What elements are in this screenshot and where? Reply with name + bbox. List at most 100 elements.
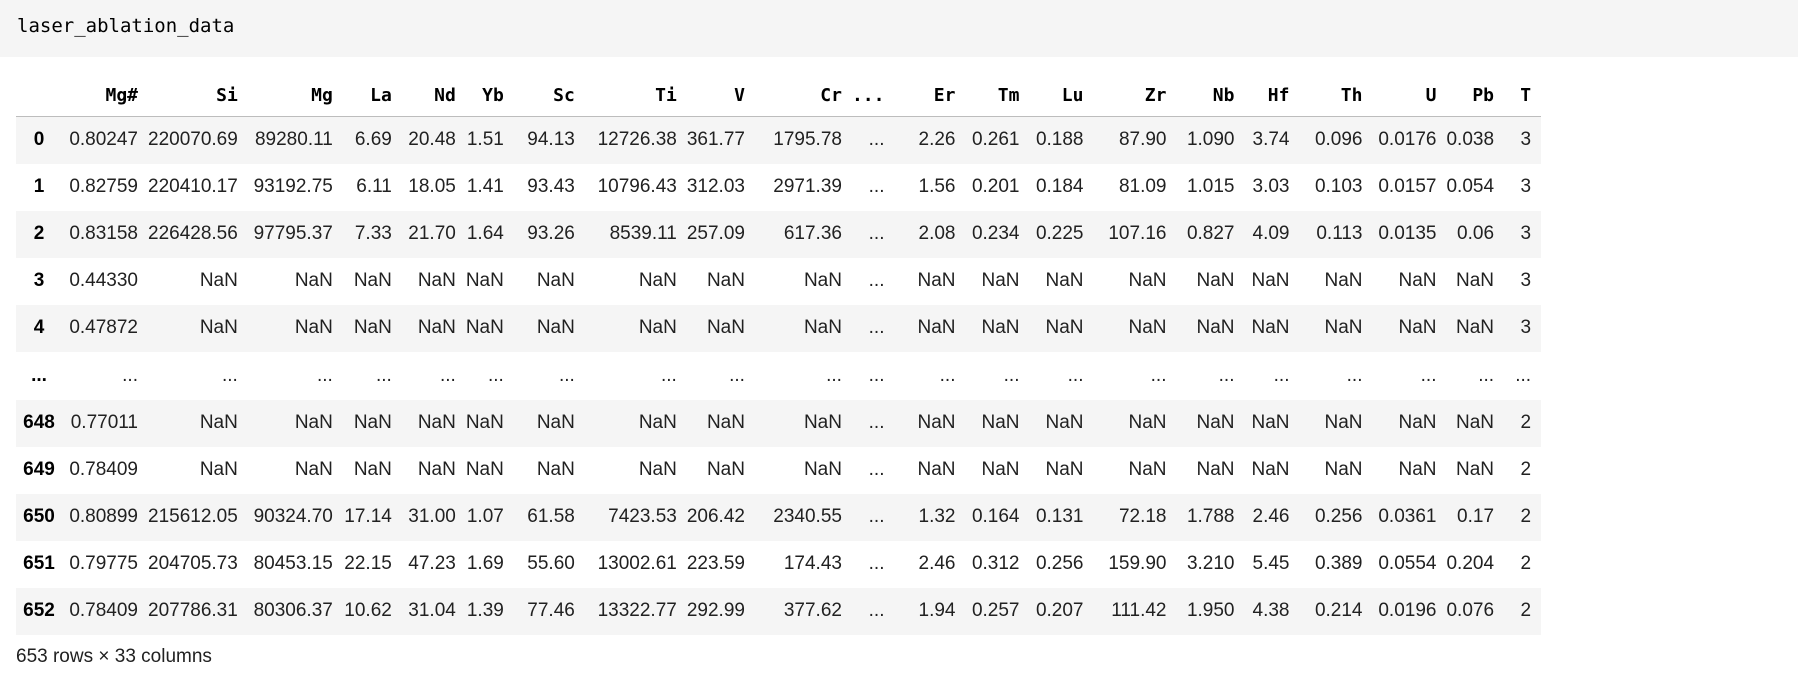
- table-row: 652 0.78409 207786.31 80306.37 10.62 31.04 1.3…: [16, 587, 1542, 635]
- table-cell: 3: [1520, 317, 1532, 338]
- table-cell: 0.256: [1314, 506, 1363, 527]
- table-cell: 0.038: [1446, 129, 1495, 151]
- table-cell: 61.58: [527, 506, 575, 527]
- table-cell: 18.05: [408, 176, 456, 197]
- table-cell: 1.39: [466, 600, 504, 621]
- table-cell: 3: [1520, 223, 1532, 244]
- table-cell: 0.257: [971, 600, 1020, 621]
- table-cell: ...: [868, 270, 885, 291]
- table-cell: ...: [1150, 364, 1167, 386]
- table-cell: 215612.05: [148, 506, 238, 527]
- table-cell: ...: [1003, 364, 1020, 386]
- table-cell: NaN: [536, 270, 575, 291]
- table-cell: 12726.38: [597, 129, 677, 151]
- row-index: 650: [23, 506, 55, 527]
- column-header: Tm: [965, 74, 1030, 117]
- table-cell: ...: [729, 364, 745, 386]
- table-cell: 0.80247: [69, 129, 138, 151]
- table-cell: 10796.43: [597, 176, 677, 197]
- table-cell: 22.15: [344, 553, 392, 574]
- code-cell[interactable]: laser_ablation_data: [0, 0, 1798, 57]
- table-cell: NaN: [638, 317, 677, 338]
- column-header: Sc: [513, 74, 585, 117]
- table-cell: ...: [661, 364, 677, 386]
- table-cell: ...: [122, 364, 138, 386]
- table-cell: 0.78409: [69, 459, 138, 480]
- table-cell: 0.77011: [70, 412, 138, 433]
- table-cell: NaN: [294, 270, 333, 291]
- table-cell: 94.13: [527, 129, 575, 151]
- table-cell: NaN: [706, 412, 745, 433]
- table-cell: 2971.39: [773, 176, 842, 197]
- column-header: La: [342, 74, 402, 117]
- table-cell: NaN: [1324, 459, 1363, 480]
- table-cell: NaN: [1456, 270, 1495, 291]
- table-cell: ...: [375, 364, 392, 386]
- table-cell: NaN: [1196, 317, 1235, 338]
- table-cell: NaN: [803, 270, 842, 291]
- table-cell: NaN: [803, 459, 842, 480]
- table-cell: NaN: [917, 317, 956, 338]
- table-cell: 77.46: [527, 600, 575, 621]
- table-cell: NaN: [981, 459, 1020, 480]
- table-cell: 0.261: [971, 129, 1020, 151]
- table-cell: NaN: [353, 270, 392, 291]
- table-cell: ...: [826, 364, 842, 386]
- table-cell: NaN: [199, 412, 238, 433]
- table-cell: 89280.11: [254, 129, 333, 151]
- table-cell: NaN: [465, 317, 504, 338]
- table-cell: 81.09: [1118, 176, 1167, 197]
- table-cell: NaN: [706, 459, 745, 480]
- table-cell: 0.225: [1035, 223, 1084, 244]
- table-row: 4 0.47872 NaN NaN NaN NaN NaN NaN NaN NaN NaN... Na…: [16, 304, 1542, 352]
- table-cell: ...: [488, 364, 504, 386]
- table-cell: 377.62: [783, 600, 842, 621]
- table-row: 1 0.82759 220410.17 93192.75 6.11 18.05 1.41 93…: [16, 163, 1542, 211]
- table-cell: NaN: [706, 317, 745, 338]
- row-index: 652: [23, 600, 55, 621]
- table-cell: ...: [868, 129, 885, 151]
- table-cell: ...: [868, 176, 885, 197]
- table-cell: 2: [1520, 459, 1532, 480]
- table-cell: 204705.73: [148, 553, 238, 574]
- table-cell: 0.0361: [1378, 506, 1437, 527]
- table-cell: 617.36: [783, 223, 842, 244]
- table-cell: NaN: [981, 317, 1020, 338]
- table-cell: 3.74: [1252, 129, 1290, 151]
- table-cell: 1.94: [918, 600, 956, 621]
- table-cell: NaN: [1456, 459, 1495, 480]
- column-header: Mg: [247, 74, 343, 117]
- row-index: ...: [31, 364, 47, 386]
- row-index: 2: [33, 223, 45, 244]
- row-index: 0: [33, 129, 45, 151]
- table-cell: 4.38: [1252, 600, 1290, 621]
- table-cell: NaN: [1324, 270, 1363, 291]
- table-cell: 4.09: [1252, 223, 1290, 244]
- table-cell: ...: [868, 223, 885, 244]
- table-cell: 0.80899: [69, 506, 138, 527]
- table-cell: NaN: [1128, 412, 1167, 433]
- table-cell: NaN: [1196, 412, 1235, 433]
- table-cell: NaN: [199, 459, 238, 480]
- table-cell: ...: [868, 317, 885, 338]
- table-cell: 0.83158: [69, 223, 138, 244]
- row-index: 648: [23, 412, 55, 433]
- table-cell: 206.42: [686, 506, 745, 527]
- table-row: 3 0.44330 NaN NaN NaN NaN NaN NaN NaN NaN NaN... Na…: [16, 257, 1542, 305]
- table-cell: 17.14: [344, 506, 392, 527]
- table-cell: ...: [1273, 364, 1290, 386]
- table-cell: 2.08: [918, 223, 956, 244]
- table-cell: 31.04: [408, 600, 456, 621]
- table-cell: 93.26: [527, 223, 575, 244]
- table-cell: ...: [1067, 364, 1084, 386]
- table-cell: NaN: [1456, 317, 1495, 338]
- table-cell: NaN: [1045, 459, 1084, 480]
- table-cell: NaN: [981, 412, 1020, 433]
- column-header: Cr: [754, 74, 852, 117]
- table-cell: 1.64: [466, 223, 504, 244]
- table-cell: NaN: [1196, 459, 1235, 480]
- dataframe-table: Mg# Si Mg La Nd Yb Sc Ti V Cr... Er Tm Lu Zr Nb Hf Th U Pb…: [16, 74, 1542, 635]
- table-cell: 0.214: [1314, 600, 1363, 621]
- table-cell: NaN: [638, 459, 677, 480]
- row-index: 649: [23, 459, 55, 480]
